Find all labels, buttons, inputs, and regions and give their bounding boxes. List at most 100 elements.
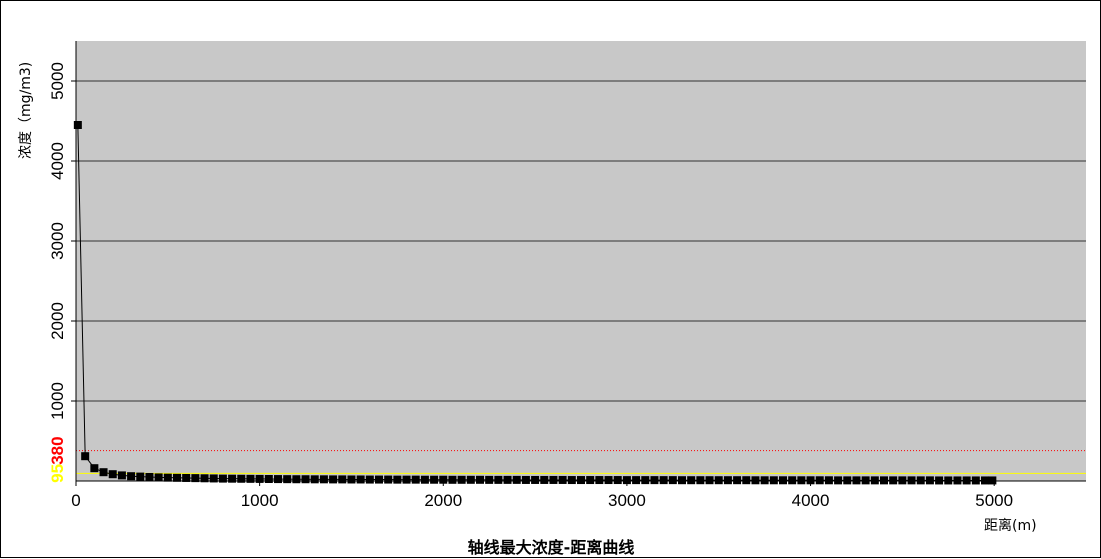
- data-point-0-68: [696, 476, 705, 485]
- data-point-0-96: [953, 476, 962, 485]
- data-point-0-53: [558, 475, 567, 484]
- data-point-0-48: [512, 475, 521, 484]
- data-point-0-23: [283, 475, 292, 484]
- series-concentration: [73, 121, 997, 485]
- data-point-0-29: [338, 475, 347, 484]
- data-point-0-16: [218, 474, 227, 483]
- data-point-0-75: [760, 476, 769, 485]
- data-point-0-76: [769, 476, 778, 485]
- data-point-0-56: [586, 476, 595, 485]
- data-point-0-39: [430, 475, 439, 484]
- data-point-0-37: [411, 475, 420, 484]
- data-point-0-99: [981, 476, 989, 485]
- data-point-0-13: [191, 474, 200, 483]
- data-point-0-67: [687, 476, 696, 485]
- data-point-0-1: [81, 452, 90, 461]
- data-point-0-18: [237, 474, 246, 483]
- data-point-0-100: [988, 476, 997, 485]
- data-point-0-11: [173, 473, 181, 482]
- data-point-0-3: [99, 468, 108, 477]
- threshold-label-95: 95: [48, 464, 67, 483]
- data-point-0-12: [182, 473, 191, 482]
- data-point-0-50: [531, 475, 540, 484]
- data-point-0-66: [678, 476, 686, 485]
- data-point-0-62: [641, 476, 650, 485]
- data-point-0-84: [843, 476, 852, 485]
- data-point-0-9: [154, 473, 163, 482]
- data-point-0-93: [925, 476, 934, 485]
- x-tick-label-1000: 1000: [241, 491, 279, 510]
- data-point-0-40: [439, 475, 448, 484]
- data-point-0-36: [402, 475, 411, 484]
- data-point-0-46: [494, 475, 503, 484]
- data-point-0-86: [861, 476, 870, 485]
- data-point-0-83: [834, 476, 843, 485]
- data-point-0-94: [935, 476, 944, 485]
- data-point-0-91: [907, 476, 916, 485]
- data-point-0-28: [329, 475, 338, 484]
- threshold-lines: [76, 450, 1086, 474]
- x-axis-ticks: 0 1000 2000 3000 4000 5000: [71, 481, 1013, 510]
- data-point-0-7: [136, 472, 145, 481]
- data-point-0-10: [163, 473, 172, 482]
- data-point-0-35: [393, 475, 402, 484]
- data-point-0-57: [595, 476, 604, 485]
- threshold-label-380: 380: [48, 436, 67, 464]
- data-point-0-6: [127, 472, 136, 481]
- data-point-0-80: [806, 476, 815, 485]
- data-point-0-73: [742, 476, 751, 485]
- data-point-0-49: [521, 475, 530, 484]
- data-point-0-44: [476, 475, 484, 484]
- data-point-0-34: [384, 475, 393, 484]
- data-point-0-41: [448, 475, 457, 484]
- plot-area: [76, 41, 1086, 481]
- x-tick-label-5000: 5000: [975, 491, 1013, 510]
- data-point-0-47: [503, 475, 512, 484]
- data-point-0-70: [714, 476, 723, 485]
- data-point-0-69: [705, 476, 714, 485]
- x-tick-label-2000: 2000: [424, 491, 462, 510]
- data-point-0-30: [347, 475, 356, 484]
- y-tick-label-1000: 1000: [48, 382, 67, 420]
- data-point-0-27: [319, 475, 328, 484]
- data-point-0-20: [255, 474, 264, 483]
- data-point-0-54: [567, 476, 576, 485]
- data-point-0-74: [751, 476, 760, 485]
- x-tick-label-4000: 4000: [792, 491, 830, 510]
- x-tick-label-3000: 3000: [608, 491, 646, 510]
- data-point-0-61: [632, 476, 641, 485]
- data-point-0-32: [365, 475, 374, 484]
- data-point-0-85: [852, 476, 861, 485]
- data-point-0-45: [485, 475, 494, 484]
- data-point-0-5: [117, 471, 126, 480]
- gridlines: [76, 80, 1086, 402]
- data-point-0-17: [228, 474, 237, 483]
- data-point-0-25: [301, 475, 310, 484]
- data-point-0-14: [200, 474, 209, 483]
- y-tick-label-4000: 4000: [48, 142, 67, 180]
- data-point-0-59: [613, 476, 622, 485]
- data-point-0-65: [668, 476, 677, 485]
- y-tick-label-2000: 2000: [48, 302, 67, 340]
- data-point-0-81: [815, 476, 824, 485]
- data-point-0-43: [466, 475, 475, 484]
- data-point-0-15: [209, 474, 218, 483]
- x-axis-label: 距离(m): [984, 517, 1037, 534]
- y-axis-ticks: 1000 2000 3000 4000 5000: [48, 62, 76, 420]
- data-point-0-2: [90, 464, 99, 473]
- data-point-0-97: [962, 476, 971, 485]
- data-point-0-82: [824, 476, 833, 485]
- data-point-0-72: [733, 476, 742, 485]
- data-point-0-79: [797, 476, 806, 485]
- data-point-0-60: [622, 476, 631, 485]
- data-point-0-4: [108, 470, 117, 479]
- data-point-0-63: [650, 476, 659, 485]
- data-point-0-64: [659, 476, 668, 485]
- data-point-0-33: [375, 475, 383, 484]
- data-point-0-90: [898, 476, 907, 485]
- data-point-0-58: [604, 476, 613, 485]
- data-point-0-52: [549, 475, 558, 484]
- data-point-0-8: [145, 473, 154, 481]
